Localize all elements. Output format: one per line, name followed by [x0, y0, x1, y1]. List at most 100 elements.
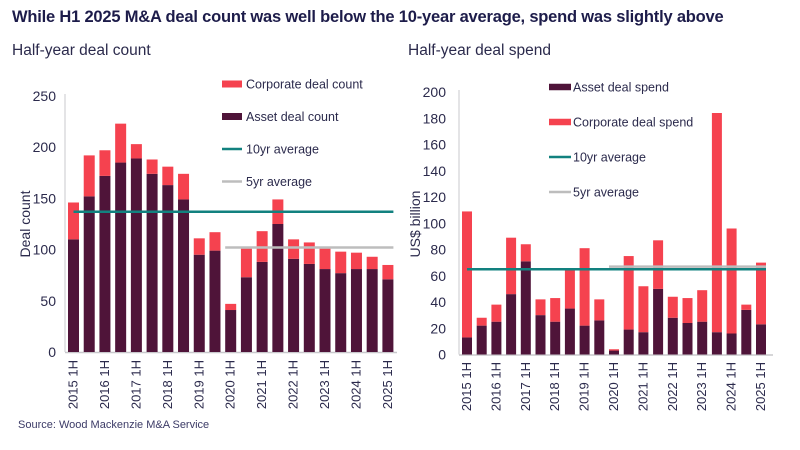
corporate-bar [193, 238, 205, 255]
x-tick-label: 2021 1H [254, 360, 269, 409]
deal-spend-chart: 0 20 40 60 80 100 120 140 160 180 200 US$ billion 20… [407, 81, 773, 411]
y-tick-label: 100 [423, 215, 447, 231]
legend-label: Asset deal spend [573, 81, 669, 95]
corporate-bar [506, 237, 517, 295]
y-tick-label: 120 [423, 189, 447, 205]
asset-bar [193, 254, 205, 352]
y-tick-label: 200 [423, 84, 447, 100]
corporate-bar [68, 202, 79, 240]
asset-bar [594, 320, 605, 355]
corporate-bar [319, 248, 331, 270]
asset-bar [682, 323, 693, 355]
corporate-bar [99, 150, 111, 176]
x-tick-label: 2020 1H [223, 360, 238, 409]
x-tick-label: 2021 1H [635, 362, 650, 411]
corporate-bar [350, 252, 362, 270]
y-tick-label: 60 [430, 268, 446, 284]
corporate-bar [711, 113, 722, 333]
x-tick-label: 2016 1H [97, 360, 112, 409]
legend-swatch [222, 80, 242, 88]
corporate-bar [225, 303, 237, 311]
asset-bar [711, 332, 722, 355]
asset-bar [756, 324, 766, 355]
y-tick-label: 0 [48, 344, 56, 360]
corporate-bar [462, 211, 472, 338]
asset-bar [146, 173, 158, 352]
asset-bar [697, 321, 708, 355]
right-chart-title: Half-year deal spend [408, 42, 552, 59]
asset-bar [476, 325, 487, 355]
legend-label: Corporate deal count [246, 78, 363, 92]
corporate-bar [240, 248, 252, 278]
corporate-bar [288, 239, 300, 259]
asset-bar [225, 310, 237, 352]
asset-bar [83, 196, 95, 352]
source-note: Source: Wood Mackenzie M&A Service [18, 419, 210, 431]
asset-bar [667, 317, 678, 355]
asset-bar [726, 333, 737, 355]
corporate-bar [520, 244, 531, 262]
corporate-bar [476, 317, 487, 326]
legend-label: 10yr average [573, 151, 646, 165]
corporate-bar [623, 256, 634, 330]
asset-bar [209, 250, 221, 352]
asset-bar [609, 350, 619, 355]
corporate-bar [146, 159, 158, 174]
y-tick-label: 150 [33, 190, 57, 206]
corporate-bar [535, 299, 546, 316]
x-tick-label: 2017 1H [518, 362, 533, 411]
corporate-bar [653, 240, 664, 289]
corporate-bar [741, 304, 752, 310]
x-tick-label: 2024 1H [724, 362, 739, 411]
corporate-bar [83, 155, 95, 197]
legend-label: 5yr average [573, 186, 639, 200]
deal-count-chart: 0 50 100 150 200 250 Deal count 2015 1H 2016 1H 2… [17, 78, 397, 409]
y-tick-label: 0 [438, 347, 446, 363]
legend-label: Asset deal count [246, 110, 339, 124]
legend-label: Corporate deal spend [573, 116, 693, 130]
y-tick-label: 80 [430, 242, 446, 258]
asset-bar [638, 332, 649, 355]
corporate-bar [115, 123, 127, 163]
x-tick-label: 2017 1H [128, 360, 143, 409]
y-tick-label: 180 [423, 110, 447, 126]
asset-bar [256, 261, 268, 352]
asset-bar [491, 321, 502, 355]
asset-bar [288, 258, 300, 352]
legend-swatch [549, 83, 571, 91]
asset-bar [319, 269, 331, 352]
asset-bar [335, 273, 347, 352]
corporate-bar [756, 262, 766, 325]
x-tick-label: 2015 1H [459, 362, 474, 411]
y-tick-label: 250 [33, 88, 57, 104]
y-tick-label: 200 [33, 139, 57, 155]
legend-label: 10yr average [246, 143, 319, 157]
asset-bar [99, 175, 111, 352]
corporate-bar [682, 298, 693, 323]
corporate-bar [564, 270, 575, 309]
y-tick-label: 20 [430, 320, 446, 336]
x-tick-label: 2025 1H [753, 362, 768, 411]
corporate-bar [667, 296, 678, 318]
corporate-bar [335, 251, 347, 274]
asset-bar [653, 288, 664, 355]
asset-bar [350, 269, 362, 352]
asset-bar [130, 158, 142, 352]
asset-bar [115, 162, 127, 352]
asset-bar [564, 308, 575, 355]
corporate-bar [303, 242, 315, 264]
corporate-bar [579, 248, 590, 326]
x-tick-label: 2022 1H [665, 362, 680, 411]
corporate-bar [726, 228, 737, 334]
asset-bar [178, 199, 190, 352]
corporate-bar [366, 256, 378, 270]
corporate-bar [491, 304, 502, 322]
x-tick-label: 2015 1H [66, 360, 81, 409]
x-tick-label: 2024 1H [348, 360, 363, 409]
y-tick-label: 50 [40, 293, 56, 309]
x-tick-label: 2016 1H [488, 362, 503, 411]
corporate-bar [209, 232, 221, 251]
legend-swatch [222, 113, 242, 120]
corporate-bar [609, 349, 619, 351]
y-tick-label: 160 [423, 137, 447, 153]
